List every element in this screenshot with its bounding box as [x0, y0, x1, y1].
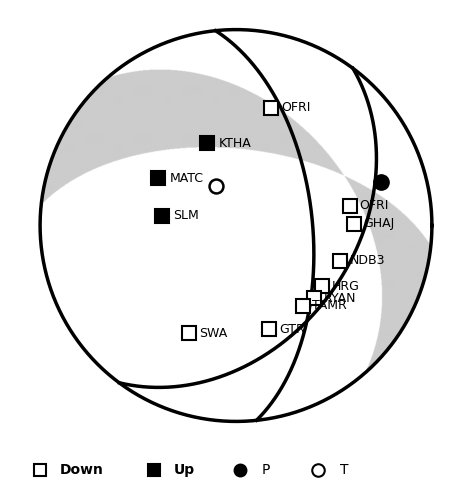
Text: TAMR: TAMR [312, 300, 347, 312]
Text: GHAJ: GHAJ [363, 217, 395, 230]
Text: HRG: HRG [332, 280, 360, 292]
Text: OFRI: OFRI [281, 102, 311, 114]
Text: T: T [340, 464, 348, 477]
Text: RYAN: RYAN [324, 292, 357, 304]
Text: OFRI: OFRI [360, 200, 389, 212]
Text: P: P [261, 464, 270, 477]
Text: SWA: SWA [199, 327, 227, 340]
Text: Down: Down [59, 464, 103, 477]
Text: Up: Up [173, 464, 194, 477]
Text: MATC: MATC [169, 172, 203, 185]
Text: KTHA: KTHA [219, 136, 251, 149]
Text: SLM: SLM [173, 209, 199, 222]
Text: NDB3: NDB3 [350, 254, 385, 268]
Text: GTR: GTR [279, 323, 305, 336]
